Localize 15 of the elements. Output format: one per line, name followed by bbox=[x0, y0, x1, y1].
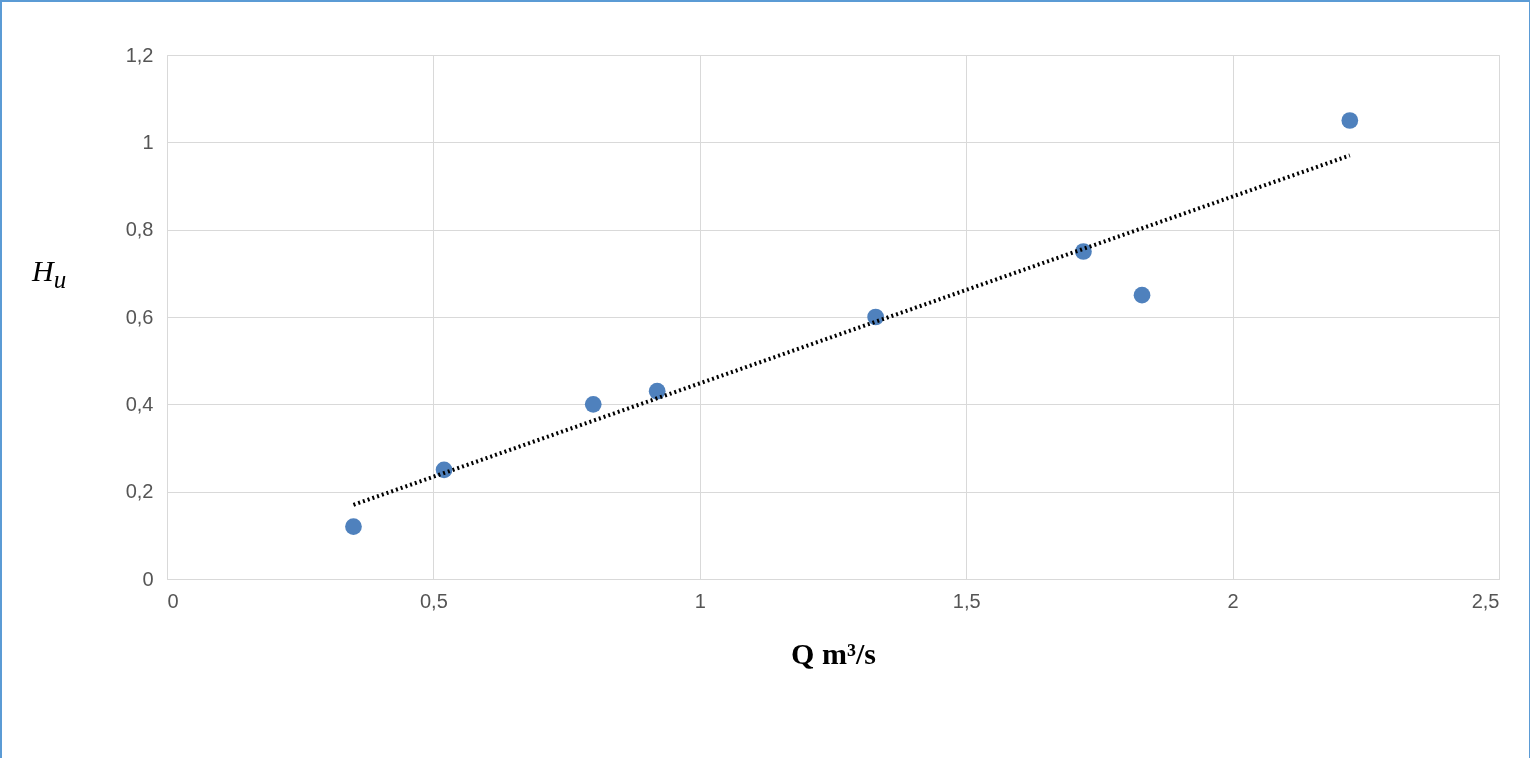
x-tick-label: 2 bbox=[1227, 589, 1239, 612]
x-tick-label: 0,5 bbox=[419, 589, 448, 612]
x-tick-label: 2,5 bbox=[1471, 589, 1500, 612]
x-tick-label: 0 bbox=[167, 589, 179, 612]
y-tick-label: 1 bbox=[142, 130, 154, 153]
y-tick-label: 0,6 bbox=[125, 305, 154, 328]
x-tick-label: 1 bbox=[694, 589, 706, 612]
y-tick-label: 1,2 bbox=[125, 43, 154, 66]
y-tick-label: 0,2 bbox=[125, 480, 154, 503]
y-axis-title: H$_{u}$ bbox=[32, 254, 67, 294]
y-tick-label: 0 bbox=[142, 567, 154, 590]
x-tick-label: 1,5 bbox=[952, 589, 981, 612]
x-axis-title: Q m³/s bbox=[791, 636, 876, 670]
y-tick-label: 0,8 bbox=[125, 218, 154, 241]
y-tick-label: 0,4 bbox=[125, 392, 154, 415]
